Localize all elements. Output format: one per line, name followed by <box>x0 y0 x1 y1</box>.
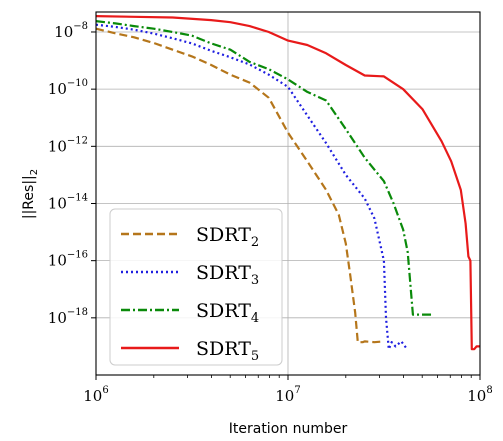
series-line-sdrt-5 <box>95 15 480 351</box>
legend-name: SDRT <box>196 262 251 284</box>
x-tick-label: 106 <box>83 385 108 405</box>
y-tick-exponent: −16 <box>67 250 88 261</box>
legend-label-sdrt-5: SDRT5 <box>196 338 259 364</box>
y-tick-base: 10 <box>48 309 67 327</box>
legend-subscript: 2 <box>251 235 259 250</box>
legend-subscript: 5 <box>251 349 259 364</box>
y-tick-label: 10−16 <box>48 250 88 270</box>
series-layer <box>95 15 480 351</box>
y-tick-label: 10−8 <box>54 21 88 41</box>
y-tick-label: 10−14 <box>48 192 88 212</box>
y-axis-label-main: ||Res|| <box>21 175 37 219</box>
legend-label-sdrt-3: SDRT3 <box>196 262 259 288</box>
y-tick-base: 10 <box>48 252 67 270</box>
y-tick-label: 10−10 <box>48 78 88 98</box>
y-tick-label: 10−18 <box>48 307 88 327</box>
legend-subscript: 4 <box>251 311 259 326</box>
y-tick-base: 10 <box>48 80 67 98</box>
legend-label-sdrt-2: SDRT2 <box>196 224 259 250</box>
y-tick-label: 10−12 <box>48 135 88 155</box>
y-tick-exponent: −14 <box>67 192 88 203</box>
x-axis-label: Iteration number <box>229 421 348 437</box>
series-line-sdrt-4 <box>95 20 432 316</box>
y-axis-label: ||Res||2 <box>21 169 40 219</box>
series-line-sdrt-3 <box>95 23 408 351</box>
y-tick-base: 10 <box>48 194 67 212</box>
legend-label-sdrt-4: SDRT4 <box>196 300 259 326</box>
legend-box <box>109 208 283 366</box>
x-tick-exponent: 7 <box>294 385 300 396</box>
y-tick-exponent: −18 <box>67 307 88 318</box>
y-tick-base: 10 <box>54 23 73 41</box>
y-axis-label-sub: 2 <box>29 169 40 175</box>
legend-subscript: 3 <box>251 273 259 288</box>
legend-name: SDRT <box>196 300 251 322</box>
legend-name: SDRT <box>196 224 251 246</box>
y-tick-base: 10 <box>48 137 67 155</box>
x-tick-label: 107 <box>275 385 300 405</box>
x-tick-exponent: 6 <box>102 385 108 396</box>
y-tick-exponent: −10 <box>67 78 88 89</box>
legend-name: SDRT <box>196 338 251 360</box>
y-tick-exponent: −8 <box>73 21 88 32</box>
x-tick-exponent: 8 <box>486 385 492 396</box>
x-tick-label: 108 <box>467 385 492 405</box>
series-line-sdrt-2 <box>95 27 384 344</box>
y-tick-exponent: −12 <box>67 135 88 146</box>
